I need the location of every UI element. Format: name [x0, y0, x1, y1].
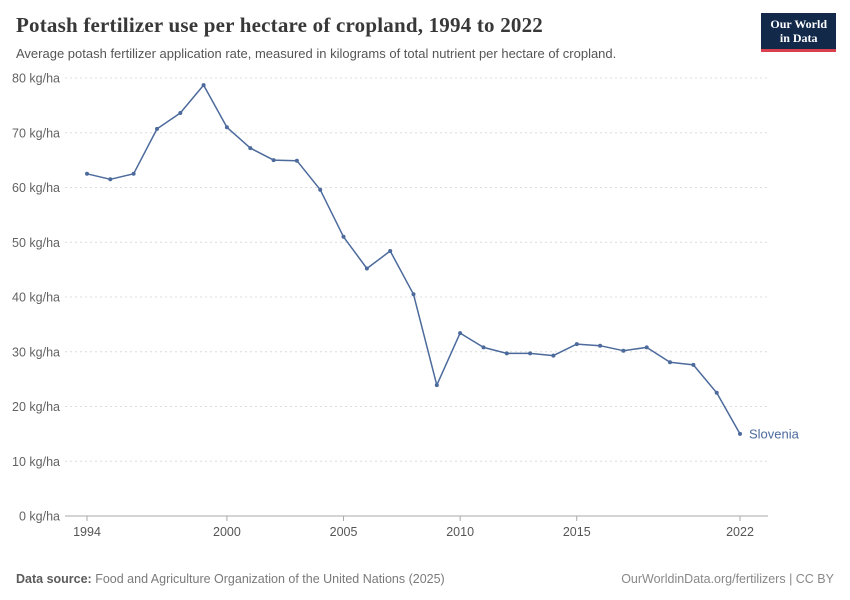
- data-point[interactable]: [85, 171, 89, 176]
- chart-footer: Data source: Food and Agriculture Organi…: [0, 564, 850, 600]
- data-point[interactable]: [598, 343, 603, 348]
- data-point[interactable]: [388, 249, 393, 253]
- data-point[interactable]: [621, 348, 626, 353]
- owid-logo[interactable]: Our World in Data: [761, 13, 836, 52]
- x-axis-label: 2005: [330, 525, 358, 539]
- data-point[interactable]: [434, 383, 439, 388]
- data-point[interactable]: [201, 83, 206, 88]
- data-source: Data source: Food and Agriculture Organi…: [16, 572, 445, 586]
- owid-logo-line1: Our World: [770, 17, 827, 31]
- data-source-label: Data source:: [16, 572, 92, 586]
- series-line-slovenia: [86, 84, 741, 435]
- data-point[interactable]: [364, 266, 369, 271]
- y-axis-label: 30 kg/ha: [12, 345, 60, 359]
- line-chart-svg[interactable]: 0 kg/ha 10 kg/ha 20 kg/ha 30 kg/ha 40 kg/ha 5…: [0, 65, 850, 543]
- chart-header: Potash fertilizer use per hectare of cro…: [0, 0, 850, 61]
- data-point[interactable]: [341, 234, 346, 239]
- y-axis-label: 20 kg/ha: [12, 400, 60, 414]
- y-axis-label: 10 kg/ha: [12, 455, 60, 469]
- data-point[interactable]: [668, 360, 672, 365]
- page-title: Potash fertilizer use per hectare of cro…: [16, 13, 543, 37]
- data-point[interactable]: [271, 158, 276, 163]
- data-point[interactable]: [551, 353, 556, 358]
- data-point[interactable]: [155, 126, 159, 131]
- y-axis-label: 70 kg/ha: [12, 126, 60, 140]
- x-axis-label: 2000: [213, 525, 241, 539]
- line-chart[interactable]: 0 kg/ha 10 kg/ha 20 kg/ha 30 kg/ha 40 kg/ha 5…: [0, 61, 850, 564]
- chart-subtitle: Average potash fertilizer application ra…: [16, 46, 617, 61]
- x-axis-label: 2022: [726, 525, 754, 539]
- series-label-slovenia[interactable]: Slovenia: [749, 426, 800, 441]
- data-point[interactable]: [738, 431, 742, 436]
- x-axis-label: 1994: [73, 525, 101, 539]
- data-point[interactable]: [224, 125, 229, 130]
- data-source-text: Food and Agriculture Organization of the…: [91, 572, 445, 586]
- data-point[interactable]: [504, 351, 509, 356]
- data-point[interactable]: [574, 342, 579, 347]
- x-axis-label: 2015: [563, 525, 591, 539]
- y-axis-label: 60 kg/ha: [12, 181, 60, 195]
- data-point[interactable]: [248, 146, 253, 151]
- owid-logo-line2: in Data: [779, 31, 818, 46]
- y-axis-label: 50 kg/ha: [12, 236, 60, 250]
- y-axis-label: 40 kg/ha: [12, 291, 60, 305]
- data-point[interactable]: [714, 390, 719, 395]
- data-point[interactable]: [108, 177, 113, 182]
- data-point[interactable]: [528, 351, 533, 356]
- y-axis-label: 0 kg/ha: [19, 510, 60, 524]
- data-point[interactable]: [644, 345, 649, 350]
- y-axis-label: 80 kg/ha: [12, 72, 60, 86]
- data-point[interactable]: [691, 362, 696, 367]
- data-point[interactable]: [458, 331, 463, 336]
- data-point[interactable]: [318, 187, 323, 192]
- data-point[interactable]: [411, 292, 416, 297]
- data-point[interactable]: [294, 158, 299, 163]
- data-point[interactable]: [481, 345, 486, 350]
- owid-credit-link[interactable]: OurWorldinData.org/fertilizers | CC BY: [621, 572, 834, 586]
- x-axis-label: 2010: [446, 525, 474, 539]
- data-point[interactable]: [178, 111, 183, 115]
- data-point[interactable]: [131, 171, 136, 176]
